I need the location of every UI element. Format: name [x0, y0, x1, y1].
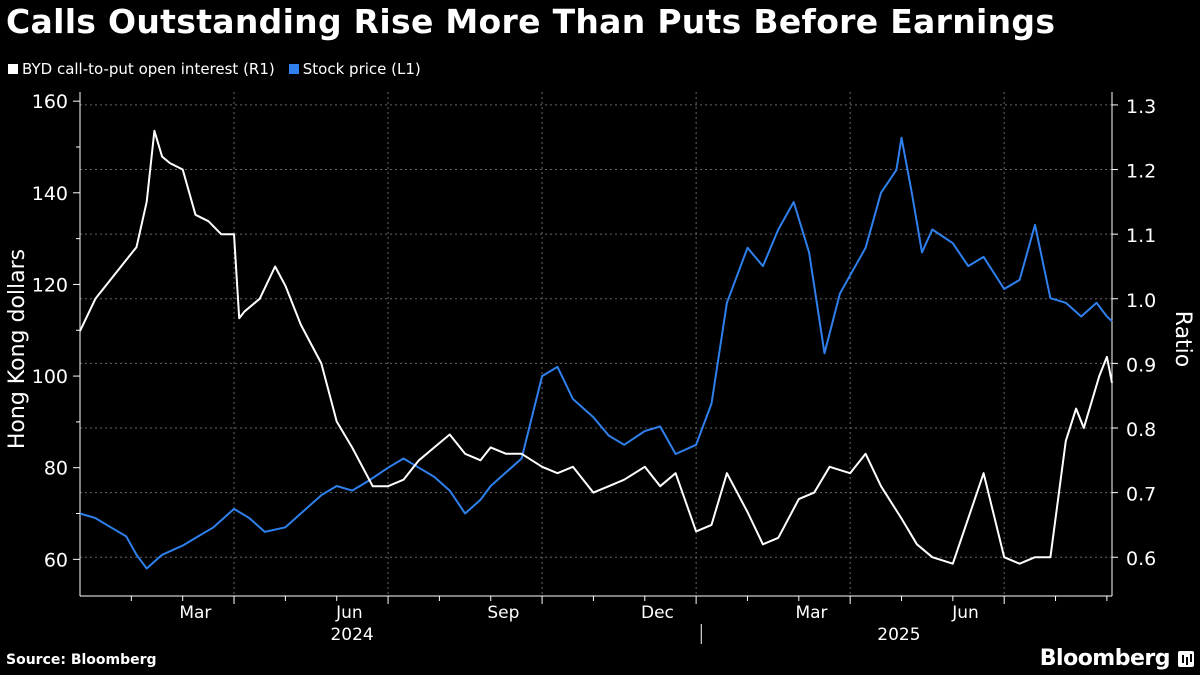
ytick-label-right: 0.9 — [1126, 354, 1156, 376]
ytick-label-left: 160 — [32, 91, 68, 113]
gridlines — [80, 92, 1112, 596]
legend-swatch-stock-price — [288, 64, 299, 74]
ytick-label-left: 140 — [32, 183, 68, 205]
year-label-2025: 2025 — [877, 625, 920, 645]
ytick-label-right: 1.1 — [1126, 225, 1156, 247]
legend: BYD call-to-put open interest (R1) Stock… — [8, 60, 421, 78]
xtick-label: Sep — [487, 603, 519, 623]
ytick-label-right: 1.0 — [1126, 290, 1156, 312]
xtick-label: Dec — [641, 603, 674, 623]
ytick-label-right: 0.8 — [1126, 419, 1156, 441]
ytick-label-left: 80 — [44, 458, 68, 480]
legend-label-stock-price: Stock price (L1) — [302, 60, 421, 78]
ytick-label-right: 0.7 — [1126, 484, 1156, 506]
axis-labels: 0.6 0.7 0.8 0.9 1.0 1.1 1.2 1.3 60 80 100 120 140 160… — [5, 91, 1195, 645]
ylabel-right: Ratio — [1170, 311, 1195, 367]
source-note: Source: Bloomberg — [6, 652, 157, 668]
legend-item-ratio: BYD call-to-put open interest (R1) — [8, 60, 275, 78]
ytick-label-left: 60 — [44, 549, 68, 571]
ytick-label-right: 1.3 — [1126, 96, 1156, 118]
ytick-label-left: 100 — [32, 366, 68, 388]
ylabel-left: Hong Kong dollars — [5, 249, 30, 449]
series-lines — [79, 129, 1113, 570]
xtick-label: Jun — [951, 603, 979, 623]
ytick-label-right: 0.6 — [1126, 548, 1156, 570]
xtick-label: Mar — [179, 603, 211, 623]
ytick-label-left: 120 — [32, 274, 68, 296]
ytick-label-right: 1.2 — [1126, 161, 1156, 183]
legend-label-ratio: BYD call-to-put open interest (R1) — [22, 60, 275, 78]
year-label-2024: 2024 — [330, 625, 373, 645]
axes — [73, 92, 1118, 644]
legend-item-stock-price: Stock price (L1) — [288, 60, 421, 78]
chart-title: Calls Outstanding Rise More Than Puts Be… — [6, 2, 1056, 41]
series-line-call-put-ratio — [79, 129, 1113, 565]
series-line-stock-price — [79, 136, 1113, 570]
legend-swatch-ratio — [8, 64, 18, 74]
xtick-label: Jun — [335, 603, 363, 623]
bloomberg-chart-icon — [1178, 651, 1194, 667]
xtick-label: Mar — [795, 603, 827, 623]
bloomberg-logo: Bloomberg — [1039, 646, 1171, 671]
